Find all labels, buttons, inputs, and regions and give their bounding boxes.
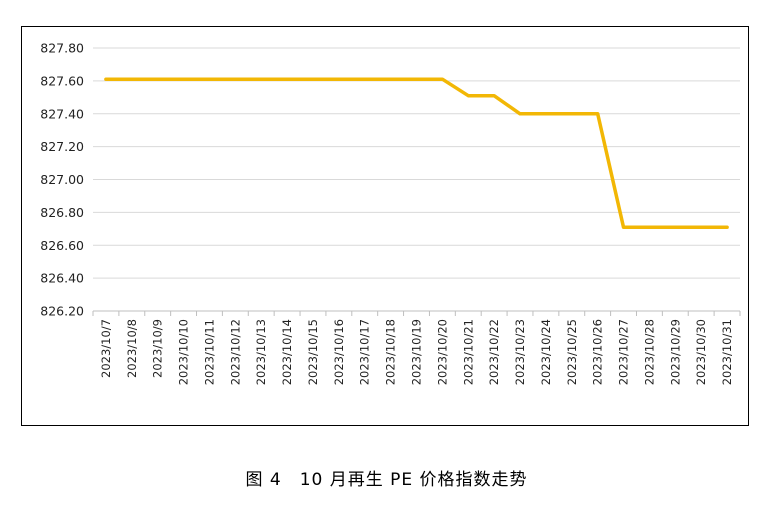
x-tick-label: 2023/10/28 (642, 319, 656, 385)
x-tick-label: 2023/10/11 (202, 319, 216, 385)
x-tick-label: 2023/10/16 (332, 319, 346, 385)
y-tick-label: 826.80 (40, 205, 84, 220)
y-tick-label: 827.20 (40, 139, 84, 154)
x-tick-label: 2023/10/7 (99, 319, 113, 378)
x-tick-label: 2023/10/20 (435, 319, 449, 385)
x-tick-label: 2023/10/9 (151, 319, 165, 378)
x-tick-label: 2023/10/22 (487, 319, 501, 385)
x-tick-label: 2023/10/25 (565, 319, 579, 385)
x-tick-label: 2023/10/19 (410, 319, 424, 385)
figure-caption: 图 4 10 月再生 PE 价格指数走势 (245, 470, 528, 490)
x-tick-label: 2023/10/29 (668, 319, 682, 385)
y-tick-label: 826.20 (40, 304, 84, 319)
x-tick-label: 2023/10/13 (254, 319, 268, 385)
y-tick-label: 826.60 (40, 238, 84, 253)
x-tick-label: 2023/10/12 (228, 319, 242, 385)
y-tick-label: 827.60 (40, 73, 84, 88)
x-tick-label: 2023/10/8 (125, 319, 139, 378)
x-tick-label: 2023/10/21 (461, 319, 475, 385)
x-tick-label: 2023/10/26 (591, 319, 605, 385)
y-tick-label: 827.80 (40, 41, 84, 56)
x-tick-label: 2023/10/10 (177, 319, 191, 385)
x-tick-label: 2023/10/24 (539, 319, 553, 385)
x-tick-label: 2023/10/27 (617, 319, 631, 385)
chart-frame: 827.80 827.60 827.40 827.20 827.00 826.80 826.… (21, 26, 749, 426)
y-tick-label: 826.40 (40, 271, 84, 286)
x-tick-label: 2023/10/14 (280, 319, 294, 385)
x-tick-label: 2023/10/30 (694, 319, 708, 385)
x-tick-label: 2023/10/31 (720, 319, 734, 385)
x-tick-label: 2023/10/23 (513, 319, 527, 385)
line-chart: 827.80 827.60 827.40 827.20 827.00 826.80 826.… (40, 41, 741, 385)
x-tick-label: 2023/10/17 (358, 319, 372, 385)
x-tick-label: 2023/10/15 (306, 319, 320, 385)
series-line (104, 77, 729, 229)
x-tick-label: 2023/10/18 (384, 319, 398, 385)
y-tick-label: 827.00 (40, 172, 84, 187)
y-tick-label: 827.40 (40, 106, 84, 121)
